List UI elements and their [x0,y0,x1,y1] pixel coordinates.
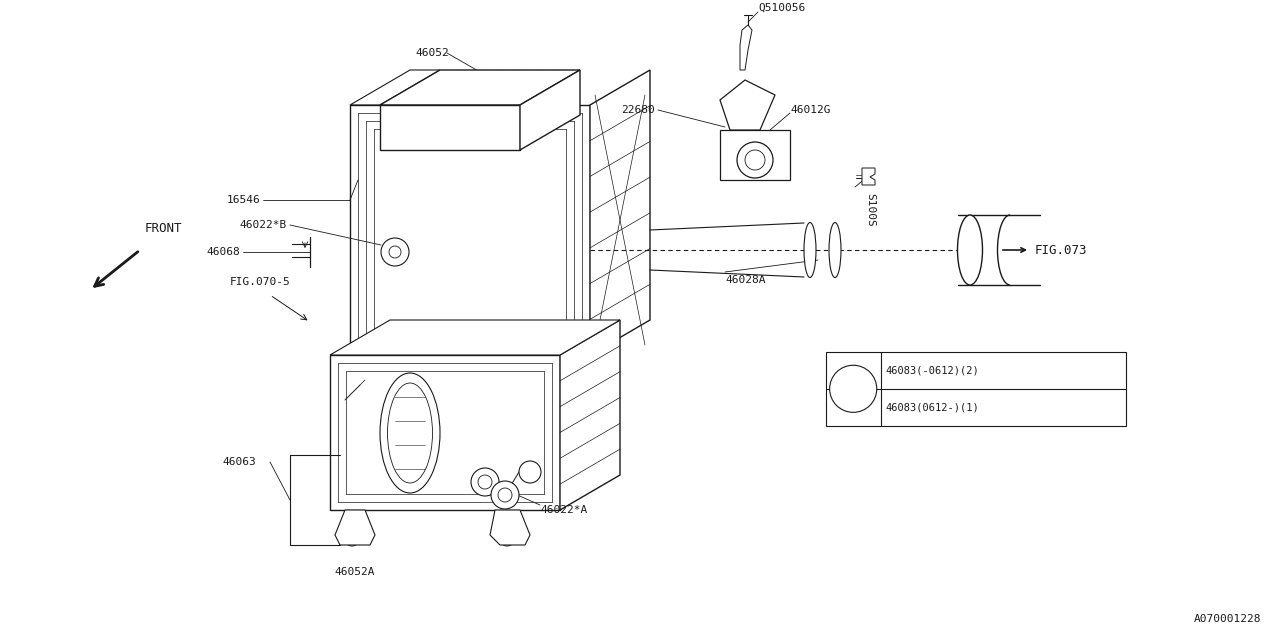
Text: 46022*A: 46022*A [540,505,588,515]
Polygon shape [380,105,520,150]
Text: 46022*B: 46022*B [239,220,287,230]
Text: 1: 1 [850,384,856,394]
Text: 46012G: 46012G [790,105,831,115]
Text: 46063: 46063 [221,457,256,467]
Text: S100S: S100S [865,193,876,227]
Polygon shape [349,70,440,105]
Polygon shape [349,105,590,355]
Text: 46083(-0612)(2): 46083(-0612)(2) [886,365,979,376]
Text: FIG.070-5: FIG.070-5 [230,277,291,287]
Text: Q510056: Q510056 [758,3,805,13]
Text: 46052A: 46052A [335,567,375,577]
Polygon shape [590,70,650,355]
Polygon shape [330,320,620,355]
Text: 46052: 46052 [415,48,449,58]
Text: FRONT: FRONT [145,222,183,235]
Text: 46068: 46068 [206,247,241,257]
Circle shape [737,142,773,178]
Polygon shape [861,168,876,185]
Ellipse shape [957,215,983,285]
Polygon shape [740,25,753,70]
Text: 22680: 22680 [621,105,655,115]
Polygon shape [490,510,530,545]
Ellipse shape [829,223,841,278]
Text: 46083(0612-)(1): 46083(0612-)(1) [886,402,979,412]
Text: FIG.073: FIG.073 [1036,243,1088,257]
Ellipse shape [804,223,817,278]
Polygon shape [561,320,620,510]
Circle shape [829,365,877,412]
Polygon shape [335,510,375,545]
Circle shape [471,468,499,496]
Text: 1: 1 [527,467,532,477]
Polygon shape [719,80,774,130]
Polygon shape [380,70,580,105]
Circle shape [492,481,518,509]
Polygon shape [520,70,580,150]
Circle shape [381,238,410,266]
Text: A070001228: A070001228 [1193,614,1261,624]
Text: 46028A: 46028A [724,275,765,285]
Circle shape [518,461,541,483]
Text: 16546: 16546 [227,195,260,205]
Polygon shape [330,355,561,510]
Polygon shape [719,130,790,180]
